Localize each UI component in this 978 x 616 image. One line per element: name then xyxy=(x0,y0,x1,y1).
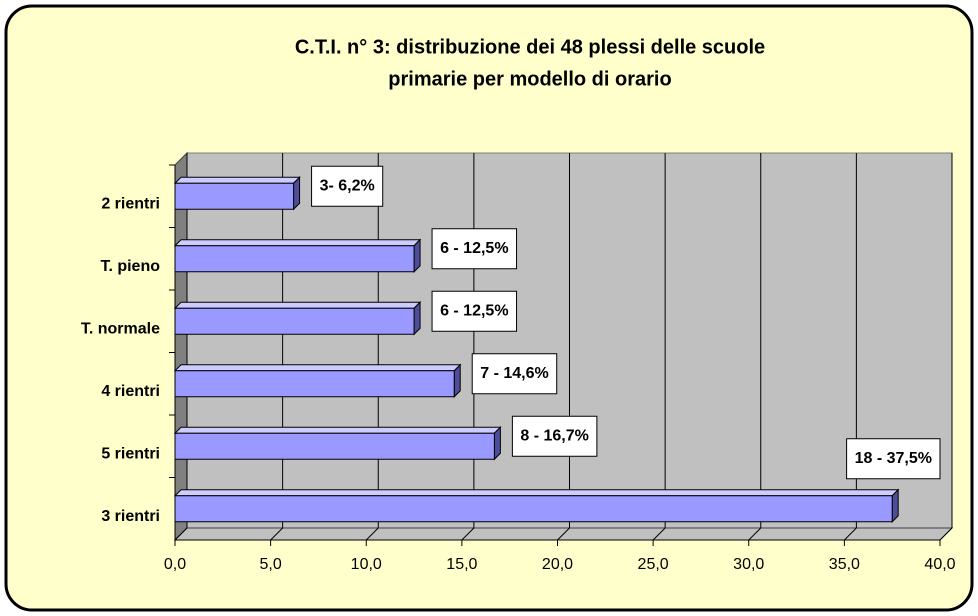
x-tick-label: 40,0 xyxy=(924,556,955,573)
chart-title: C.T.I. n° 3: distribuzione dei 48 plessi… xyxy=(295,36,765,58)
y-tick-label: 3 rientri xyxy=(101,508,160,525)
x-tick-label: 30,0 xyxy=(733,556,764,573)
x-tick-label: 0,0 xyxy=(164,556,186,573)
bar-top xyxy=(173,426,502,434)
floor-grid-line xyxy=(844,527,857,541)
bar-end xyxy=(891,488,899,523)
data-label-box xyxy=(311,165,384,207)
data-label: 3- 6,2% xyxy=(320,177,375,194)
bar xyxy=(174,307,415,335)
bar-top xyxy=(173,176,301,184)
x-tick-label: 35,0 xyxy=(829,556,860,573)
bar xyxy=(174,182,295,210)
bar-end xyxy=(453,363,461,398)
floor-grid-line xyxy=(174,527,188,541)
data-label-box xyxy=(846,438,941,480)
chart-title: primarie per modello di orario xyxy=(388,68,671,90)
data-label: 7 - 14,6% xyxy=(480,365,548,382)
data-label: 8 - 16,7% xyxy=(520,427,588,444)
floor-grid-line xyxy=(652,527,666,541)
data-label-box xyxy=(431,290,518,332)
floor-grid-line xyxy=(748,527,762,541)
bar-end xyxy=(493,426,501,461)
y-tick-label: 2 rientri xyxy=(101,195,160,212)
x-tick-label: 5,0 xyxy=(260,556,282,573)
y-tick-label: T. pieno xyxy=(100,258,160,275)
data-label-box xyxy=(511,415,598,457)
bar xyxy=(174,245,415,273)
bar-top xyxy=(173,301,422,309)
bar-top xyxy=(173,489,900,497)
bar-end xyxy=(413,301,421,336)
data-label-box xyxy=(471,353,558,395)
x-tick-label: 15,0 xyxy=(446,556,477,573)
floor-grid-line xyxy=(270,527,283,541)
y-tick-label: 4 rientri xyxy=(101,383,160,400)
y-tick-label: T. normale xyxy=(81,320,160,337)
y-tick-label: 5 rientri xyxy=(101,445,160,462)
data-label: 18 - 37,5% xyxy=(855,450,932,467)
bar-end xyxy=(293,176,301,211)
floor-grid-line xyxy=(365,527,379,541)
side-wall xyxy=(174,151,188,542)
floor-grid-line xyxy=(557,527,570,541)
x-tick-label: 20,0 xyxy=(542,556,573,573)
bar-end xyxy=(413,238,421,273)
data-label: 6 - 12,5% xyxy=(440,302,508,319)
x-tick-label: 25,0 xyxy=(638,556,669,573)
bar xyxy=(174,370,455,398)
floor-grid-line xyxy=(461,527,475,541)
bar-top xyxy=(173,239,422,247)
data-label: 6 - 12,5% xyxy=(440,240,508,257)
bar-top xyxy=(173,364,462,372)
floor-grid-line xyxy=(939,527,953,541)
data-label-box xyxy=(431,228,518,270)
x-tick-label: 10,0 xyxy=(351,556,382,573)
bar xyxy=(174,432,495,460)
bar xyxy=(174,495,893,523)
